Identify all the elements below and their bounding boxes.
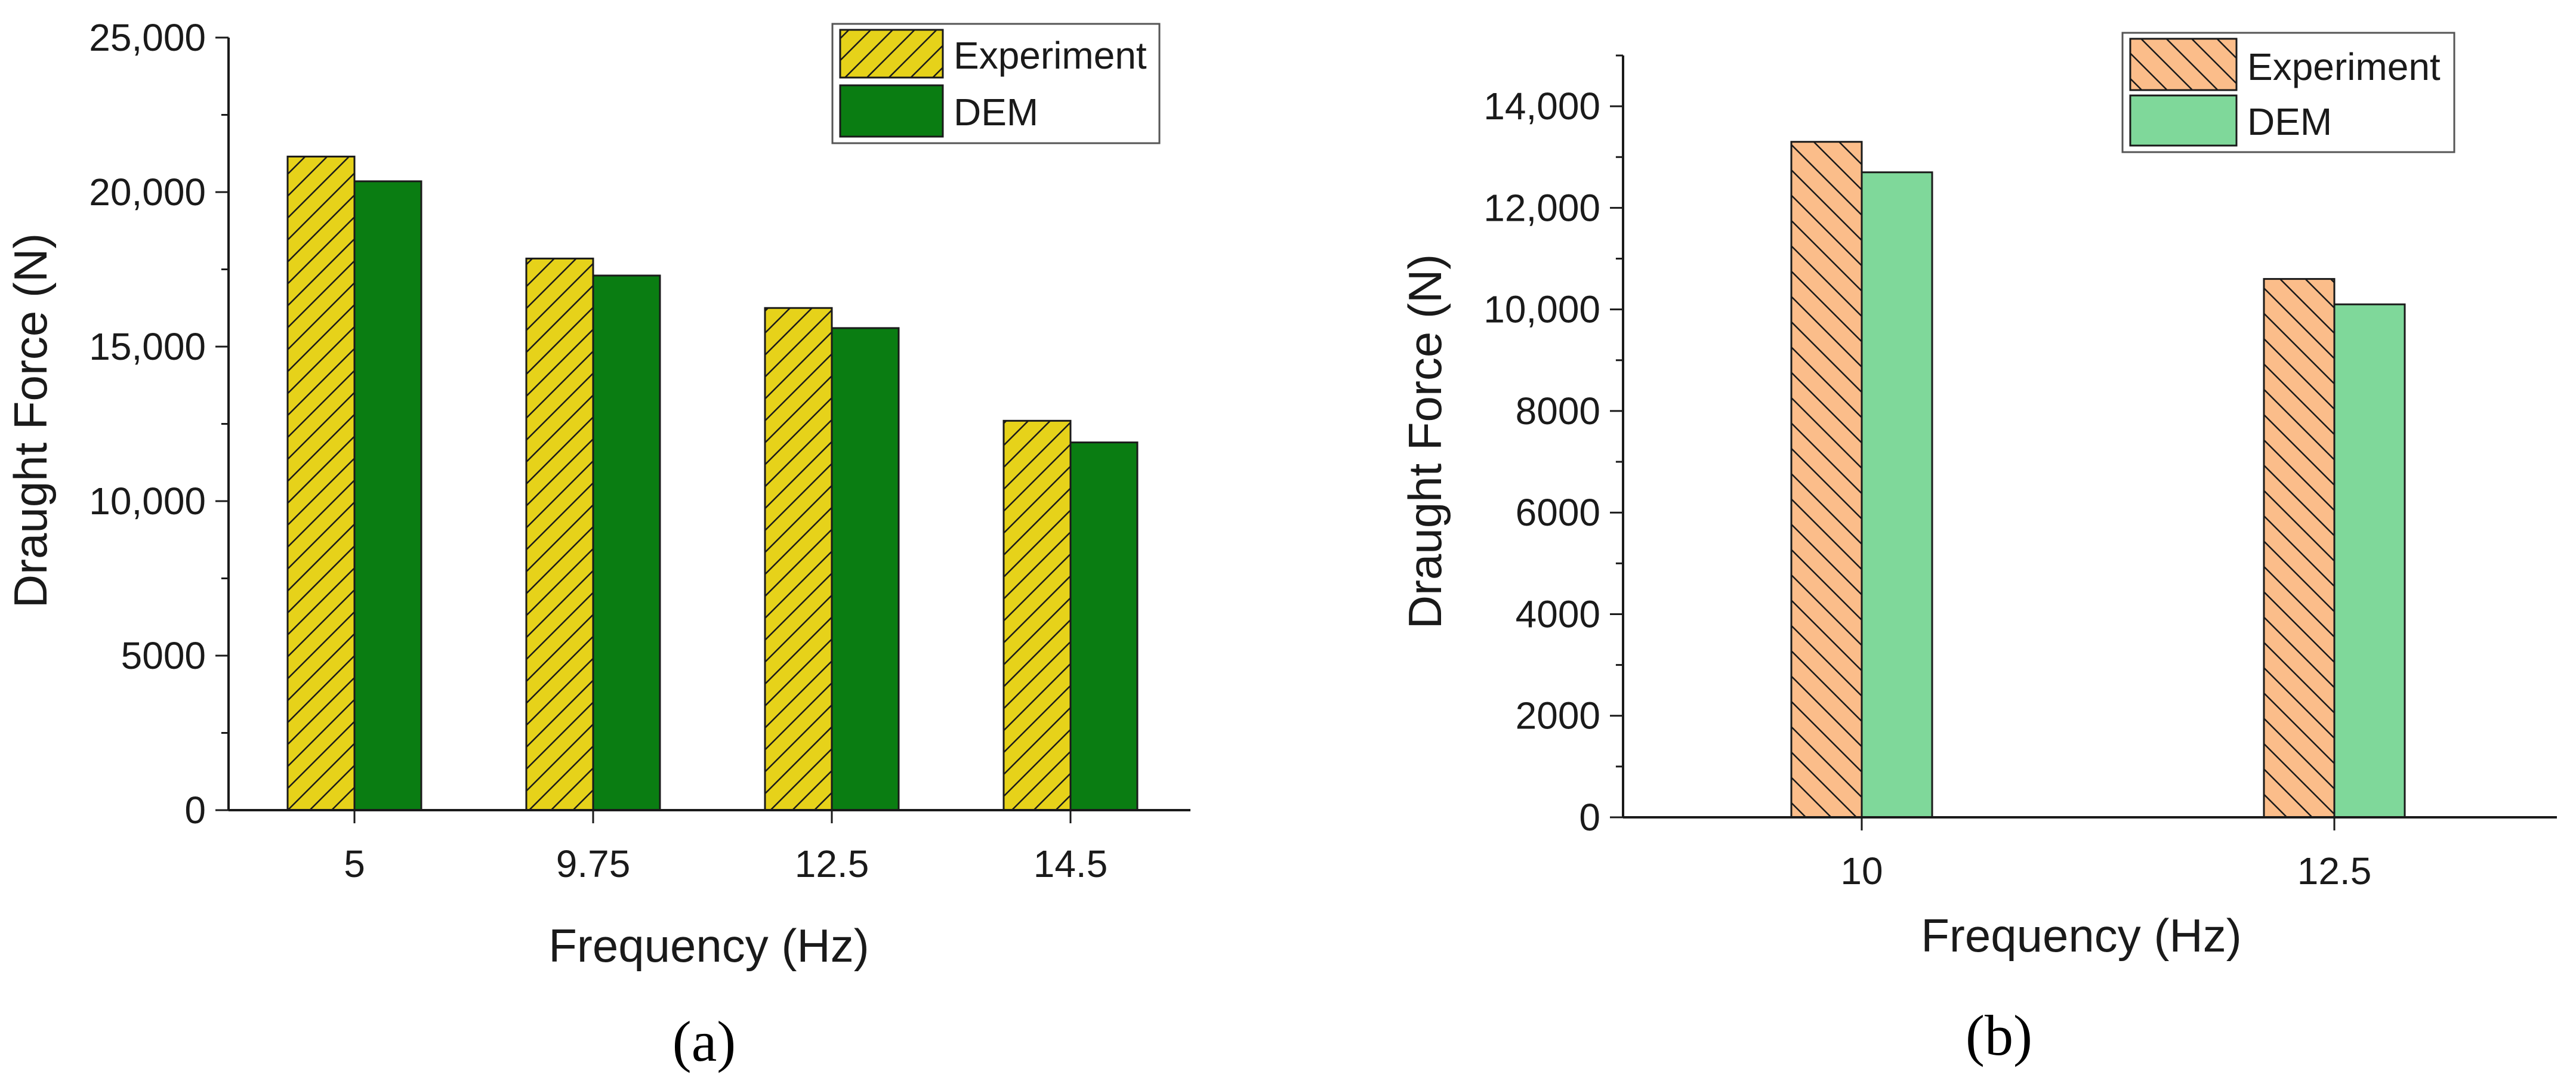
chart-b-y-tick-label: 4000 <box>1516 592 1600 635</box>
chart-a-y-tick-label: 0 <box>184 789 206 832</box>
chart-b-y-tick-label: 6000 <box>1516 491 1600 534</box>
chart-a-bar-dem-9_75 <box>592 274 661 811</box>
chart-a-bar-experiment-14_5 <box>1002 419 1072 811</box>
chart-b-y-tick-label: 2000 <box>1516 694 1600 737</box>
chart-b-bars <box>1790 141 2406 819</box>
chart-b-legend-swatch-experiment <box>2129 38 2238 91</box>
chart-a-legend-label-experiment: Experiment <box>954 34 1147 77</box>
chart-a-bar-experiment-5 <box>286 155 356 811</box>
chart-b-caption: (b) <box>1966 1003 2032 1067</box>
chart-b-y-tick-label: 12,000 <box>1483 186 1600 229</box>
chart-a-x-axis-title: Frequency (Hz) <box>548 919 869 972</box>
chart-b-axes <box>1622 55 2557 819</box>
chart-a-bar-dem-5 <box>353 180 422 811</box>
chart-a-bar-experiment-12_5 <box>764 307 833 811</box>
chart-b: 10 12.5 0 2000 4000 6000 8000 10,000 12,000 14,00… <box>1399 32 2557 1067</box>
chart-b-y-tick-label: 10,000 <box>1483 288 1600 331</box>
chart-b-x-tick-label: 10 <box>1840 850 1883 892</box>
chart-a-legend: Experiment DEM <box>831 23 1161 144</box>
chart-b-legend-label-experiment: Experiment <box>2247 45 2441 88</box>
chart-b-legend-label-dem: DEM <box>2247 100 2332 143</box>
chart-a-bar-dem-14_5 <box>1069 441 1139 811</box>
chart-b-y-tick-label: 14,000 <box>1483 85 1600 128</box>
chart-a-caption: (a) <box>672 1009 736 1073</box>
chart-a-bars <box>286 155 1139 811</box>
chart-a-bar-experiment-9_75 <box>525 257 594 811</box>
chart-a-legend-swatch-dem <box>839 84 944 138</box>
chart-a-legend-label-dem: DEM <box>954 91 1038 134</box>
chart-a-x-tick-label: 5 <box>344 842 365 885</box>
chart-a-x-tick-label: 9.75 <box>556 842 631 885</box>
chart-a-x-tick-label: 12.5 <box>795 842 869 885</box>
chart-b-legend: Experiment DEM <box>2121 32 2455 153</box>
chart-a-legend-swatch-experiment <box>839 29 944 79</box>
chart-b-x-tick-label: 12.5 <box>2297 850 2372 892</box>
chart-a-y-tick-label: 20,000 <box>89 171 206 214</box>
chart-b-legend-swatch-dem <box>2129 94 2238 147</box>
chart-a-y-tick-label: 5000 <box>121 634 206 677</box>
chart-b-y-tick-label: 0 <box>1579 796 1600 839</box>
chart-b-ticks: 10 12.5 0 2000 4000 6000 8000 10,000 12,000 14,00… <box>1483 54 2372 892</box>
chart-a: 5 9.75 12.5 14.5 0 5000 10,000 15,000 20,000 25,0… <box>4 16 1190 1073</box>
chart-a-y-tick-label: 25,000 <box>89 16 206 59</box>
chart-a-ticks: 5 9.75 12.5 14.5 0 5000 10,000 15,000 20,000 25,0… <box>89 16 1107 885</box>
chart-b-bar-experiment-10 <box>1790 141 1863 819</box>
chart-b-bar-dem-10 <box>1861 171 1933 819</box>
chart-b-y-axis-title: Draught Force (N) <box>1399 254 1451 629</box>
chart-a-bar-dem-12_5 <box>831 327 900 811</box>
chart-a-y-tick-label: 15,000 <box>89 325 206 368</box>
chart-a-y-tick-label: 10,000 <box>89 480 206 523</box>
chart-b-y-tick-label: 8000 <box>1516 390 1600 433</box>
chart-b-bar-dem-12_5 <box>2333 303 2406 819</box>
chart-b-x-axis-title: Frequency (Hz) <box>1921 909 2241 962</box>
chart-a-y-axis-title: Draught Force (N) <box>4 233 57 609</box>
chart-a-x-tick-label: 14.5 <box>1034 842 1108 885</box>
chart-b-bar-experiment-12_5 <box>2263 278 2336 819</box>
